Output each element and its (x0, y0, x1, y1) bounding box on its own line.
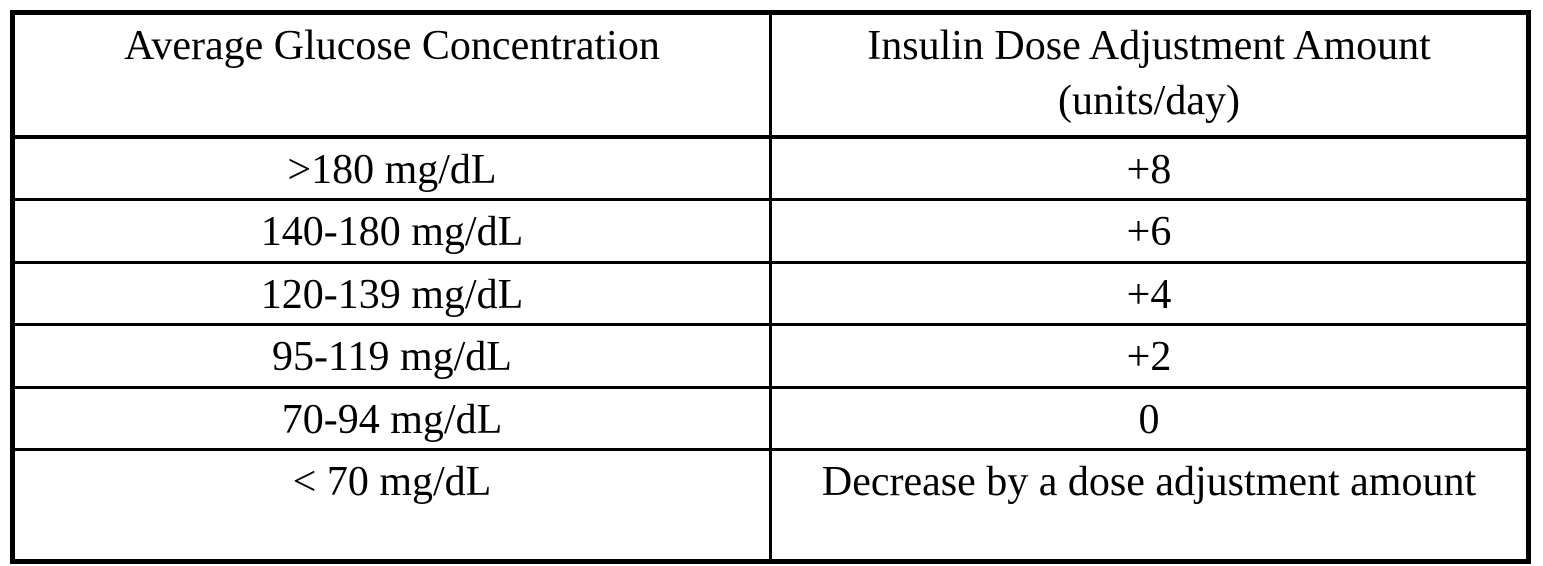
glucose-insulin-dose-table: Average Glucose Concentration Insulin Do… (10, 10, 1531, 565)
table-row: 95-119 mg/dL +2 (11, 323, 1530, 389)
glucose-header-label: Average Glucose Concentration (124, 23, 660, 69)
table-row: >180 mg/dL +8 (11, 135, 1530, 202)
glucose-cell: 120-139 mg/dL (11, 260, 772, 327)
adjustment-cell: +4 (769, 260, 1530, 327)
glucose-cell: 95-119 mg/dL (11, 323, 772, 389)
table-row: 140-180 mg/dL +6 (11, 198, 1530, 264)
glucose-cell: >180 mg/dL (11, 135, 772, 202)
dose-header-label-line2: (units/day) (1058, 78, 1240, 125)
table-row: 70-94 mg/dL 0 (11, 385, 1530, 452)
glucose-cell: 70-94 mg/dL (11, 385, 772, 452)
adjustment-cell: +2 (769, 323, 1530, 389)
adjustment-cell: Decrease by a dose adjustment amount (769, 448, 1530, 564)
table-row: < 70 mg/dL Decrease by a dose adjustment… (11, 448, 1530, 564)
adjustment-cell: +8 (769, 135, 1530, 202)
adjustment-cell: +6 (769, 198, 1530, 264)
dose-header-label-line1: Insulin Dose Adjustment Amount (867, 23, 1431, 69)
header-row: Average Glucose Concentration Insulin Do… (11, 11, 1530, 139)
adjustment-cell: 0 (769, 385, 1530, 452)
glucose-header-cell: Average Glucose Concentration (11, 11, 772, 139)
dose-header-cell: Insulin Dose Adjustment Amount (units/da… (769, 11, 1530, 139)
glucose-cell: < 70 mg/dL (11, 448, 772, 564)
table-row: 120-139 mg/dL +4 (11, 260, 1530, 327)
glucose-cell: 140-180 mg/dL (11, 198, 772, 264)
